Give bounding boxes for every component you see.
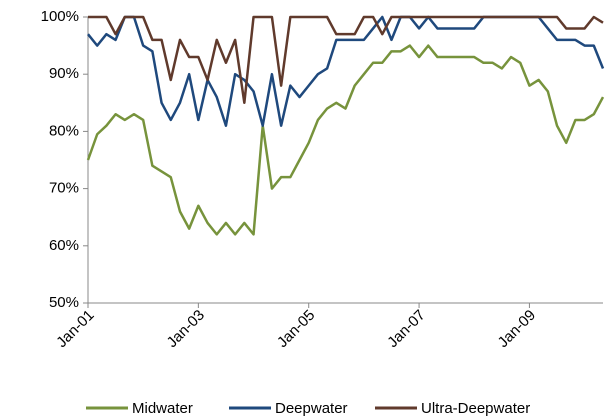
x-tick-label: Jan-07 — [384, 307, 428, 351]
y-tick-label: 80% — [49, 122, 79, 139]
legend-label: Ultra-Deepwater — [421, 400, 530, 417]
x-tick-label: Jan-03 — [164, 307, 208, 351]
y-tick-label: 100% — [41, 8, 79, 25]
series-line — [86, 44, 605, 236]
x-tick-label: Jan-05 — [274, 307, 318, 351]
series-line — [88, 15, 604, 105]
legend-label: Deepwater — [275, 400, 348, 417]
x-tick-label: Jan-09 — [495, 307, 539, 351]
y-tick-label: 50% — [49, 294, 79, 311]
legend-label: Midwater — [132, 400, 193, 417]
y-tick-label: 70% — [49, 180, 79, 197]
x-tick-label: Jan-01 — [53, 307, 97, 351]
y-tick-label: 90% — [49, 65, 79, 82]
y-tick-label: 60% — [49, 237, 79, 254]
